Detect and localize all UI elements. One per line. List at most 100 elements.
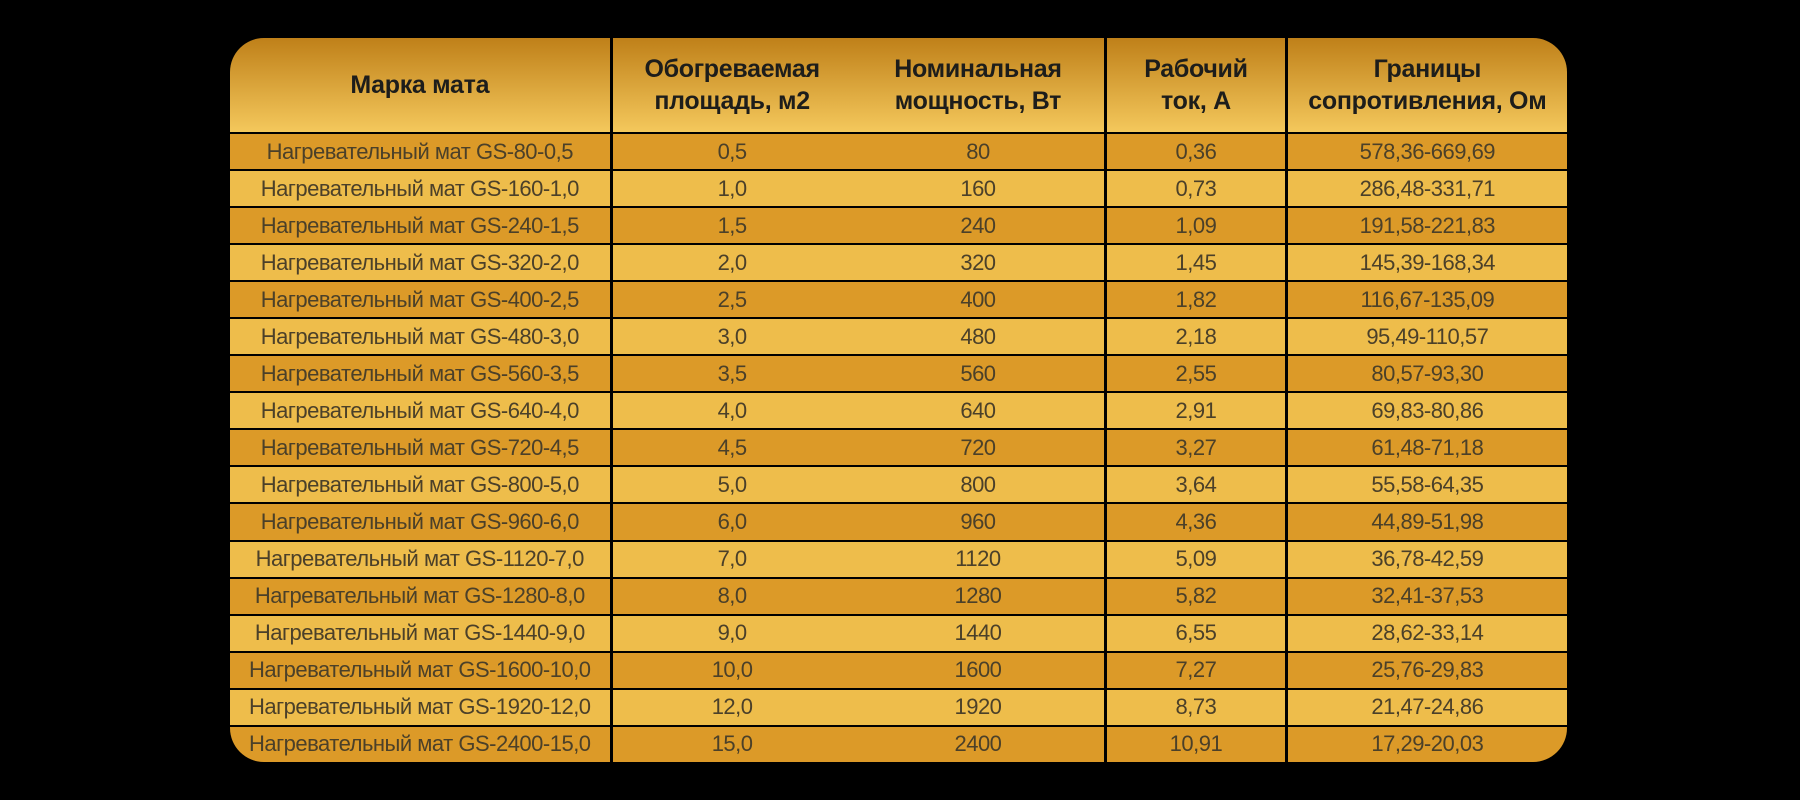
resistance-cell: 191,58-221,83 [1286,206,1567,245]
current-cell: 1,45 [1105,243,1288,282]
power-cell: 1120 [851,539,1108,578]
area-cell: 1,0 [611,169,852,208]
resistance-cell: 69,83-80,86 [1286,391,1567,430]
power-cell: 240 [851,206,1108,245]
heating-mat-specs-table: Марка мата Обогреваемая площадь, м2 Номи… [230,38,1567,762]
area-cell: 3,0 [611,317,852,356]
table-body: Нагревательный мат GS-80-0,5 0,5 80 0,36 578… [230,131,1567,762]
power-cell: 400 [851,280,1108,319]
area-cell: 15,0 [611,724,852,762]
current-cell: 8,73 [1105,687,1288,726]
heating-mat-specs-card: Марка мата Обогреваемая площадь, м2 Номи… [230,38,1567,762]
mat-name-cell: Нагревательный мат GS-560-3,5 [230,354,613,393]
resistance-cell: 25,76-29,83 [1286,650,1567,689]
table-row: Нагревательный мат GS-560-3,5 3,5 560 2,55 8… [230,354,1567,393]
table-row: Нагревательный мат GS-240-1,5 1,5 240 1,09 1… [230,206,1567,245]
mat-name-cell: Нагревательный мат GS-320-2,0 [230,243,613,282]
table-row: Нагревательный мат GS-1280-8,0 8,0 1280 5,8… [230,576,1567,615]
power-cell: 1920 [851,687,1108,726]
mat-name-cell: Нагревательный мат GS-800-5,0 [230,465,613,504]
power-cell: 960 [851,502,1108,541]
table-row: Нагревательный мат GS-160-1,0 1,0 160 0,73 2… [230,169,1567,208]
current-cell: 3,27 [1105,428,1288,467]
power-cell: 80 [851,131,1108,171]
resistance-cell: 32,41-37,53 [1286,576,1567,615]
current-cell: 0,36 [1105,131,1288,171]
mat-name-cell: Нагревательный мат GS-960-6,0 [230,502,613,541]
current-cell: 2,91 [1105,391,1288,430]
area-cell: 2,5 [611,280,852,319]
mat-name-cell: Нагревательный мат GS-640-4,0 [230,391,613,430]
power-cell: 1280 [851,576,1108,615]
current-cell: 0,73 [1105,169,1288,208]
area-cell: 1,5 [611,206,852,245]
area-cell: 9,0 [611,613,852,652]
area-cell: 12,0 [611,687,852,726]
current-cell: 5,82 [1105,576,1288,615]
mat-name-cell: Нагревательный мат GS-80-0,5 [230,131,613,171]
mat-name-cell: Нагревательный мат GS-1120-7,0 [230,539,613,578]
mat-name-cell: Нагревательный мат GS-240-1,5 [230,206,613,245]
table-row: Нагревательный мат GS-1440-9,0 9,0 1440 6,5… [230,613,1567,652]
power-cell: 160 [851,169,1108,208]
current-cell: 6,55 [1105,613,1288,652]
table-row: Нагревательный мат GS-2400-15,0 15,0 2400 1… [230,724,1567,762]
area-cell: 7,0 [611,539,852,578]
mat-name-cell: Нагревательный мат GS-1600-10,0 [230,650,613,689]
power-cell: 720 [851,428,1108,467]
resistance-cell: 44,89-51,98 [1286,502,1567,541]
resistance-cell: 36,78-42,59 [1286,539,1567,578]
mat-name-cell: Нагревательный мат GS-2400-15,0 [230,724,613,762]
resistance-cell: 21,47-24,86 [1286,687,1567,726]
resistance-cell: 28,62-33,14 [1286,613,1567,652]
power-cell: 640 [851,391,1108,430]
table-row: Нагревательный мат GS-1920-12,0 12,0 1920 8… [230,687,1567,726]
power-cell: 560 [851,354,1108,393]
table-row: Нагревательный мат GS-80-0,5 0,5 80 0,36 578… [230,131,1567,171]
table-header: Марка мата Обогреваемая площадь, м2 Номи… [230,38,1567,133]
power-cell: 1600 [851,650,1108,689]
area-cell: 3,5 [611,354,852,393]
current-cell: 1,82 [1105,280,1288,319]
column-header-working-current: Рабочий ток, А [1105,38,1288,133]
table-row: Нагревательный мат GS-1120-7,0 7,0 1120 5,0… [230,539,1567,578]
current-cell: 1,09 [1105,206,1288,245]
header-row: Марка мата Обогреваемая площадь, м2 Номи… [230,38,1567,133]
resistance-cell: 80,57-93,30 [1286,354,1567,393]
table-row: Нагревательный мат GS-640-4,0 4,0 640 2,91 6… [230,391,1567,430]
table-row: Нагревательный мат GS-720-4,5 4,5 720 3,27 6… [230,428,1567,467]
current-cell: 2,55 [1105,354,1288,393]
resistance-cell: 145,39-168,34 [1286,243,1567,282]
current-cell: 7,27 [1105,650,1288,689]
resistance-cell: 116,67-135,09 [1286,280,1567,319]
power-cell: 800 [851,465,1108,504]
area-cell: 4,0 [611,391,852,430]
resistance-cell: 95,49-110,57 [1286,317,1567,356]
power-cell: 1440 [851,613,1108,652]
mat-name-cell: Нагревательный мат GS-720-4,5 [230,428,613,467]
mat-name-cell: Нагревательный мат GS-1280-8,0 [230,576,613,615]
area-cell: 5,0 [611,465,852,504]
column-header-resistance-limits: Границы сопротивления, Ом [1286,38,1567,133]
resistance-cell: 61,48-71,18 [1286,428,1567,467]
current-cell: 5,09 [1105,539,1288,578]
power-cell: 480 [851,317,1108,356]
mat-name-cell: Нагревательный мат GS-400-2,5 [230,280,613,319]
column-header-heated-area: Обогреваемая площадь, м2 [611,38,852,133]
column-header-nominal-power: Номинальная мощность, Вт [851,38,1108,133]
current-cell: 2,18 [1105,317,1288,356]
mat-name-cell: Нагревательный мат GS-1920-12,0 [230,687,613,726]
table-row: Нагревательный мат GS-1600-10,0 10,0 1600 7… [230,650,1567,689]
resistance-cell: 286,48-331,71 [1286,169,1567,208]
area-cell: 2,0 [611,243,852,282]
resistance-cell: 55,58-64,35 [1286,465,1567,504]
table-row: Нагревательный мат GS-480-3,0 3,0 480 2,18 9… [230,317,1567,356]
table-row: Нагревательный мат GS-800-5,0 5,0 800 3,64 5… [230,465,1567,504]
table-row: Нагревательный мат GS-320-2,0 2,0 320 1,45 1… [230,243,1567,282]
resistance-cell: 578,36-669,69 [1286,131,1567,171]
power-cell: 2400 [851,724,1108,762]
area-cell: 0,5 [611,131,852,171]
column-header-mat-brand: Марка мата [230,38,613,133]
area-cell: 4,5 [611,428,852,467]
